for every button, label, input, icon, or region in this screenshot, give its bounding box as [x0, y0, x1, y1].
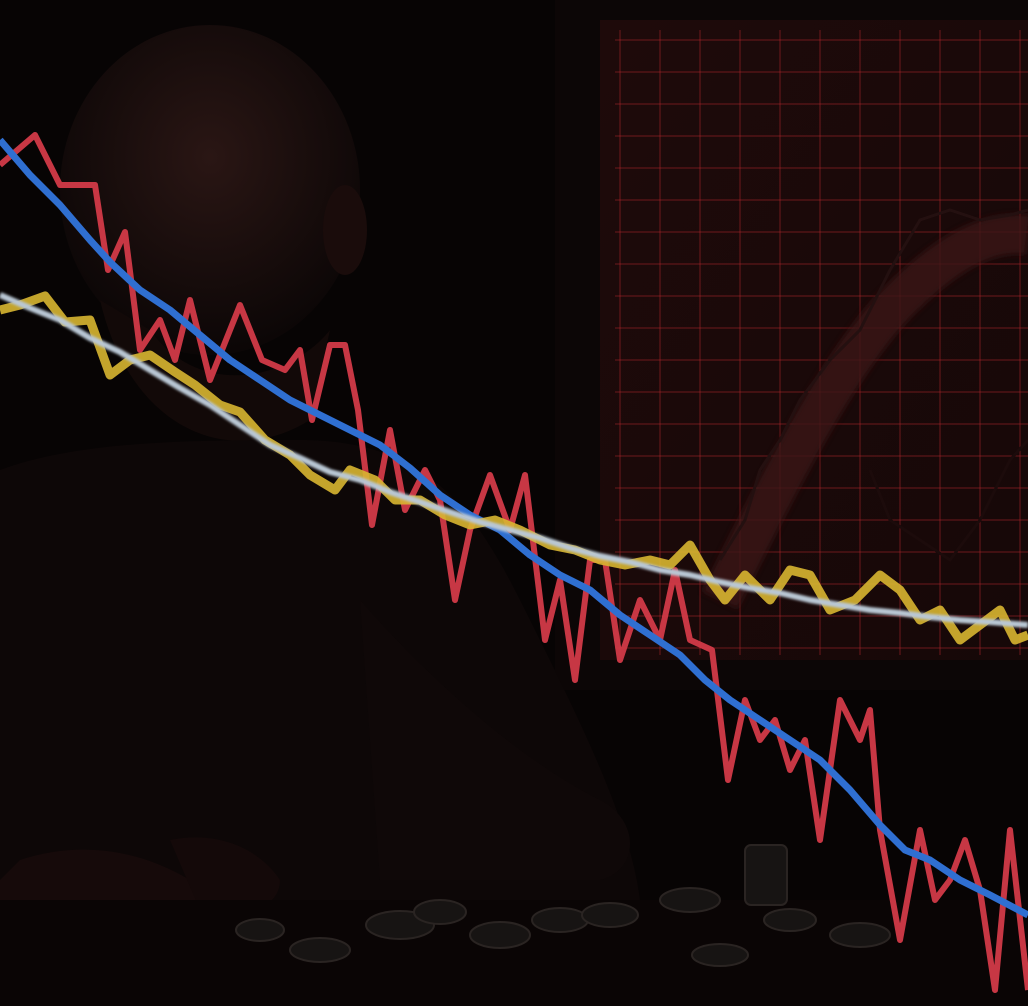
man-head: [60, 25, 360, 355]
poker-chip: [763, 908, 817, 932]
poker-chip: [235, 918, 285, 942]
poker-chip: [691, 943, 749, 967]
monitor: [555, 0, 1028, 690]
monitor-grid: [615, 30, 1028, 655]
blue-trend-line: [0, 137, 1028, 919]
poker-chip: [659, 887, 721, 913]
man: [0, 25, 640, 960]
poker-chip: [289, 937, 351, 963]
poker-chip: [469, 921, 531, 949]
poker-chips: [235, 844, 891, 967]
poker-chip: [829, 922, 891, 948]
monitor-trace-lower: [868, 438, 1028, 563]
man-hand-right: [170, 837, 280, 914]
chip-stack: [744, 844, 788, 906]
poker-table: [0, 844, 1028, 1006]
table-surface: [0, 900, 1028, 1006]
monitor-glow-curve: [702, 214, 1028, 609]
silver-line: [0, 292, 1028, 628]
overlay-lines: [0, 132, 1028, 993]
red-volatile-line: [0, 132, 1028, 993]
poker-chip: [581, 902, 639, 928]
poker-chip: [413, 899, 467, 925]
man-arm: [360, 600, 630, 880]
man-beard: [100, 300, 330, 441]
poker-chip: [531, 907, 589, 933]
man-ear: [323, 185, 367, 275]
monitor-trace: [718, 208, 1028, 561]
